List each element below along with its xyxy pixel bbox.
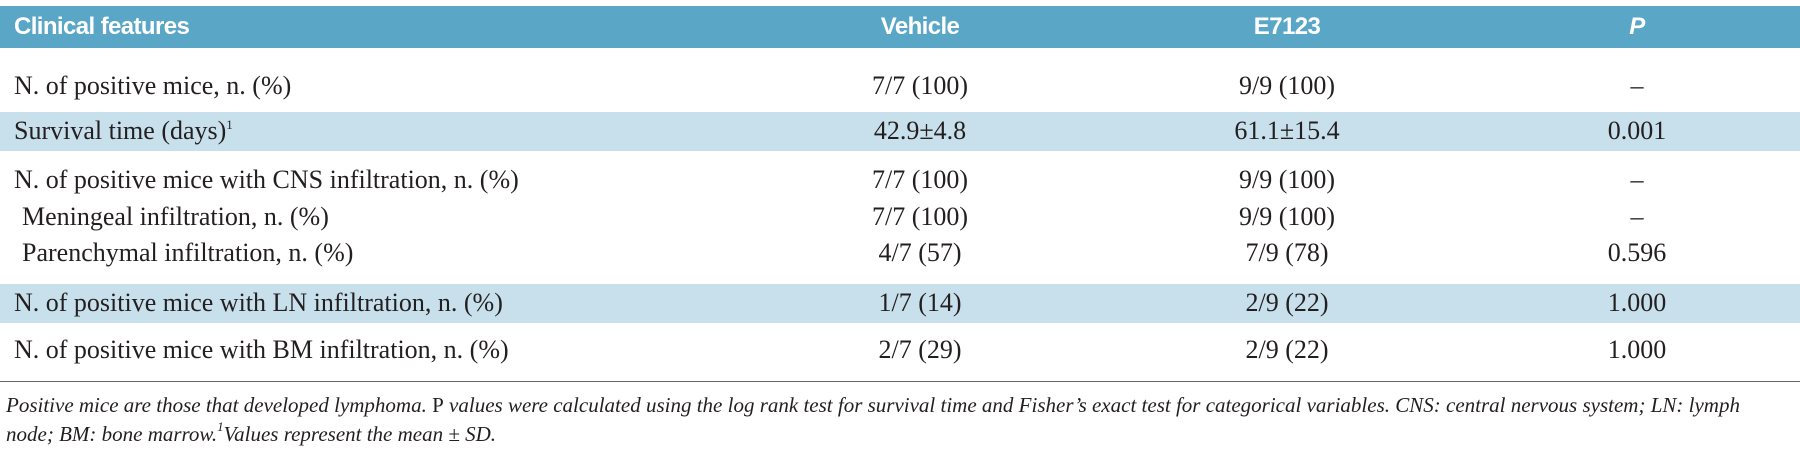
column-header: Vehicle	[880, 13, 960, 40]
footnote-text: Positive mice are those that developed l…	[6, 393, 433, 417]
cell: 1/7 (14)	[878, 288, 962, 317]
column-header: Clinical features	[14, 13, 190, 40]
column-header: E7123	[1253, 13, 1321, 40]
row-label: Parenchymal infiltration, n. (%)	[22, 238, 353, 268]
row-label: N. of positive mice, n. (%)	[14, 71, 291, 101]
cell: –	[1630, 202, 1644, 231]
footnote-sup: 1	[217, 419, 224, 434]
cell: 7/7 (100)	[871, 202, 969, 231]
cell: 2/7 (29)	[878, 335, 962, 364]
row-label-text: N. of positive mice with BM infiltration…	[14, 335, 509, 364]
row-label: N. of positive mice with BM infiltration…	[14, 335, 509, 365]
row-label: Survival time (days)1	[14, 116, 233, 146]
cell: 1.000	[1607, 288, 1667, 317]
cell: 42.9±4.8	[873, 116, 967, 145]
row-label-sup: 1	[226, 117, 233, 132]
row-label-text: N. of positive mice with CNS infiltratio…	[14, 165, 519, 194]
cell: 61.1±15.4	[1234, 116, 1340, 145]
footnote-text: values were calculated using the log ran…	[6, 393, 1740, 446]
cell: 2/9 (22)	[1245, 288, 1329, 317]
row-band	[0, 112, 1800, 151]
cell: 1.000	[1607, 335, 1667, 364]
row-label: N. of positive mice with LN infiltration…	[14, 288, 503, 318]
cell: –	[1630, 165, 1644, 194]
cell: 4/7 (57)	[878, 238, 962, 267]
bottom-rule	[0, 381, 1800, 382]
row-label-text: N. of positive mice, n. (%)	[14, 71, 292, 100]
cell: 7/7 (100)	[871, 165, 969, 194]
cell: 9/9 (100)	[1238, 202, 1336, 231]
cell: 0.001	[1607, 116, 1667, 145]
row-label: N. of positive mice with CNS infiltratio…	[14, 165, 519, 195]
footnote-p: P	[432, 393, 444, 417]
row-label: Meningeal infiltration, n. (%)	[22, 202, 329, 232]
cell: 7/7 (100)	[871, 71, 969, 100]
cell: –	[1630, 71, 1644, 100]
row-label-text: Parenchymal infiltration, n. (%)	[22, 238, 354, 267]
cell: 2/9 (22)	[1245, 335, 1329, 364]
row-band	[0, 284, 1800, 323]
table-header: Clinical features Vehicle E7123 P	[0, 6, 1800, 48]
cell: 9/9 (100)	[1238, 71, 1336, 100]
cell: 9/9 (100)	[1238, 165, 1336, 194]
row-label-text: N. of positive mice with LN infiltration…	[14, 288, 503, 317]
row-label-text: Meningeal infiltration, n. (%)	[22, 202, 329, 231]
row-label-text: Survival time (days)	[14, 116, 227, 145]
footnote-text: Values represent the mean ± SD.	[223, 422, 497, 446]
footnote: Positive mice are those that developed l…	[6, 391, 1786, 449]
cell: 0.596	[1607, 238, 1667, 267]
column-header: P	[1629, 13, 1645, 40]
cell: 7/9 (78)	[1245, 238, 1329, 267]
